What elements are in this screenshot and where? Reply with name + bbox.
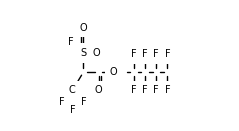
Text: F: F xyxy=(68,37,74,47)
Text: F: F xyxy=(81,97,86,107)
Text: O: O xyxy=(95,85,102,95)
Text: O: O xyxy=(110,67,117,77)
Text: F: F xyxy=(142,85,148,95)
Text: F: F xyxy=(142,49,148,59)
Text: F: F xyxy=(164,49,170,59)
Text: F: F xyxy=(131,85,137,95)
Text: F: F xyxy=(59,97,65,107)
Text: F: F xyxy=(153,49,159,59)
Text: F: F xyxy=(164,85,170,95)
Text: O: O xyxy=(80,23,87,32)
Text: F: F xyxy=(131,49,137,59)
Text: O: O xyxy=(92,48,100,58)
Text: F: F xyxy=(153,85,159,95)
Text: S: S xyxy=(80,48,87,58)
Text: C: C xyxy=(69,85,76,95)
Text: F: F xyxy=(70,105,75,115)
